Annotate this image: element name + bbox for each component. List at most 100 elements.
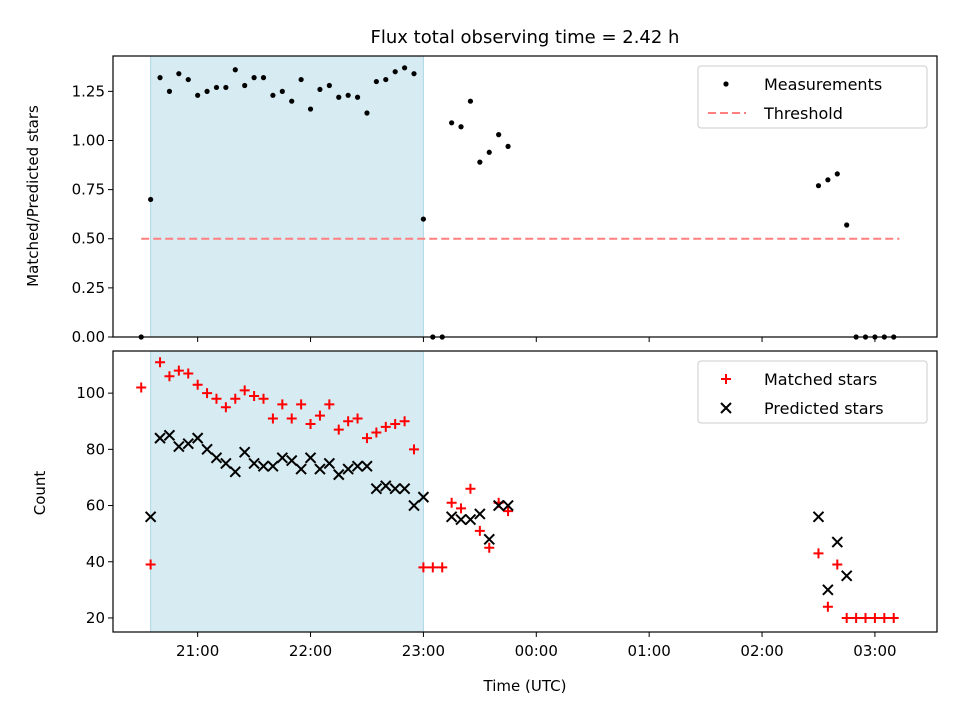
axes-frame [112,55,938,338]
data-point [191,432,204,444]
data-point [860,612,871,623]
data-point [204,88,210,94]
series-matched-stars [136,357,899,623]
data-point [409,444,420,455]
data-point [361,460,373,472]
data-point [503,506,514,517]
y-tick-label: 80 [86,440,105,458]
legend-swatch [720,402,732,414]
data-point [267,413,278,424]
data-point [370,482,383,495]
data-point [477,159,483,165]
x-tick-label: 00:00 [515,642,558,660]
data-point [276,452,289,464]
data-point [465,483,476,494]
data-point [239,385,250,396]
data-point [822,584,834,596]
data-point [389,482,401,495]
data-point [267,460,279,472]
data-point [202,388,213,399]
bottom-ylabel: Count [31,471,49,516]
data-point [326,82,332,89]
data-point [418,562,429,573]
data-point [822,601,833,612]
data-point [195,92,201,98]
data-point [317,86,323,93]
data-point [182,438,194,450]
data-point [210,452,223,464]
data-point [314,463,326,475]
data-point [496,132,502,138]
data-point [449,120,455,126]
data-point [345,92,351,98]
data-point [502,499,514,512]
data-point [844,222,850,228]
data-point [213,84,220,91]
data-point [354,94,361,100]
data-point [401,65,408,71]
data-point [324,399,335,410]
y-tick-label: 0.00 [72,328,105,346]
x-tick-label: 23:00 [402,642,445,660]
data-point [166,88,173,94]
data-point [813,548,824,559]
x-tick-label: 02:00 [740,642,783,660]
data-point [484,542,495,553]
data-point [277,399,288,410]
data-point [248,457,260,470]
data-point [260,75,267,81]
data-point [232,67,238,73]
data-point [295,463,307,475]
series-predicted-stars [144,429,853,596]
shaded-region [150,55,424,338]
chart-title: Flux total observing time = 2.42 h [371,27,680,48]
data-point [201,443,213,456]
data-point [492,499,505,512]
data-point [371,427,382,438]
data-point [455,513,467,526]
data-point [464,513,477,526]
data-point [832,559,843,570]
data-point [289,98,295,104]
data-point [286,413,297,424]
data-point [333,468,345,481]
data-point [185,76,191,83]
top-panel: 0.00 0.25 0.50 0.75 1.00 1.25 Measurements Thre… [72,55,938,346]
data-point [352,413,363,424]
data-point [361,433,372,444]
y-tick-label: 0.25 [72,279,105,297]
data-point [456,503,467,514]
data-point [336,94,342,100]
data-point [427,562,438,573]
data-point [841,612,852,623]
data-point [869,612,880,623]
data-point [242,82,248,89]
data-point [323,457,336,470]
legend-swatch [721,374,731,384]
data-point [840,570,853,582]
legend: Matched stars Predicted stars [697,360,928,424]
data-point [286,454,298,467]
data-point [183,368,194,379]
legend: Measurements Threshold [697,65,928,129]
y-tick-label: 60 [86,497,105,515]
data-point [888,612,899,623]
data-point [851,612,862,623]
data-point [446,497,457,508]
data-point [879,612,890,623]
data-point [298,76,304,83]
data-point [834,171,840,177]
legend-label: Predicted stars [764,399,884,418]
xlabel: Time (UTC) [483,677,567,695]
legend-label: Threshold [763,104,843,123]
data-point [343,416,354,427]
y-tick-label: 1.00 [72,131,105,149]
data-point [144,511,157,523]
data-point [257,460,270,472]
data-point [238,446,251,458]
x-tick-label: 21:00 [176,642,219,660]
data-point [305,419,316,430]
data-point [408,499,420,512]
y-tick-label: 100 [76,384,105,402]
